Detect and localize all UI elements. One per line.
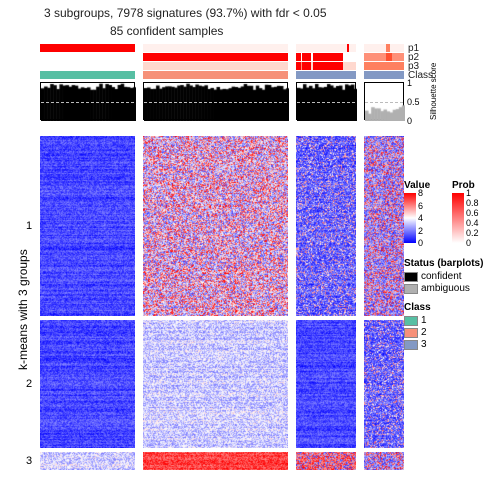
y-axis-label: k-means with 3 groups [16,249,30,370]
main-title: 3 subgroups, 7978 signatures (93.7%) wit… [44,6,327,20]
sub-title: 85 confident samples [110,24,223,38]
